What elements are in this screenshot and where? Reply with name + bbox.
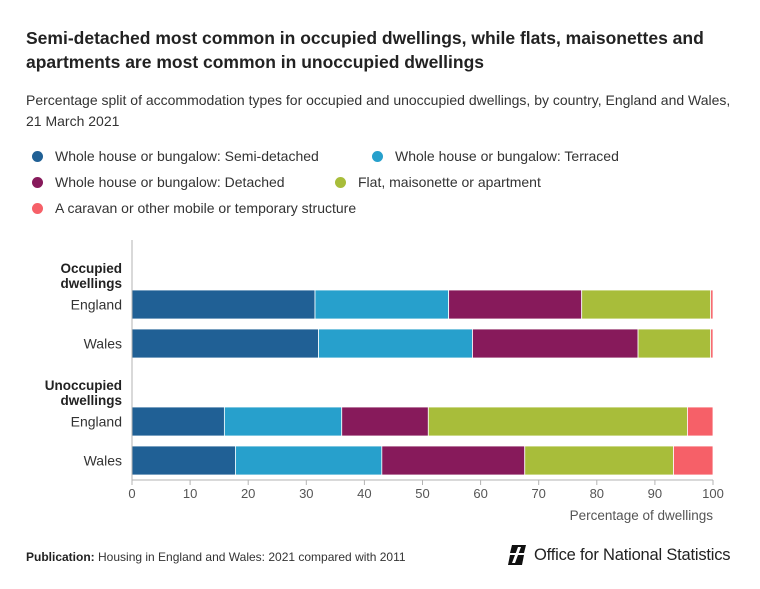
footer-publication: Publication: Housing in England and Wale… [26, 550, 406, 564]
bar-segment[interactable]: Flat, maisonette or apartment: 12.5 [637, 328, 712, 359]
bar-segment[interactable]: Flat, maisonette or apartment: 22.2 [581, 289, 712, 320]
group-label-1: Unoccupied dwellings [45, 378, 122, 408]
category-label: England [71, 297, 122, 313]
ons-logo[interactable]: Office for National Statistics [508, 544, 731, 566]
category-label: Wales [84, 336, 122, 352]
chart-title: Semi-detached most common in occupied dw… [26, 28, 704, 72]
bar-segment[interactable]: Flat, maisonette or apartment: 44.6 [427, 406, 688, 437]
bar-segment[interactable]: Whole house or bungalow: Semi-detached: … [131, 328, 319, 359]
bar-segment[interactable]: Whole house or bungalow: Terraced: 25.2 [235, 445, 383, 476]
ons-logo-text: Office for National Statistics [534, 545, 731, 564]
publication-label: Publication: [26, 550, 95, 564]
bar-segment[interactable]: Whole house or bungalow: Terraced: 23 [314, 289, 450, 320]
bar-segment[interactable]: Whole house or bungalow: Semi-detached: … [131, 289, 316, 320]
group-label-0: Occupied dwellings [60, 261, 122, 291]
bar-segment[interactable]: Whole house or bungalow: Detached: 28.5 [472, 328, 639, 359]
x-tick-label: 20 [241, 486, 255, 501]
legend-label-detached: Whole house or bungalow: Detached [55, 174, 285, 190]
x-tick-label: 70 [531, 486, 545, 501]
legend-item-terraced: Whole house or bungalow: Terraced [372, 148, 619, 164]
bar-segment[interactable]: Flat, maisonette or apartment: 25.6 [524, 445, 674, 476]
bar-segment[interactable]: Whole house or bungalow: Terraced: 20.2 [223, 406, 343, 437]
ons-logo-icon [508, 545, 526, 565]
legend-swatch-detached [32, 176, 43, 188]
legend-label-flat: Flat, maisonette or apartment [358, 174, 541, 190]
x-tick-label: 100 [702, 486, 724, 501]
publication-text[interactable]: Housing in England and Wales: 2021 compa… [98, 550, 406, 564]
bar-segment[interactable]: Whole house or bungalow: Detached: 24.6 [381, 445, 526, 476]
x-tick-label: 10 [183, 486, 197, 501]
x-tick-label: 80 [590, 486, 604, 501]
bar-segment[interactable]: A caravan or other mobile or temporary s… [687, 406, 714, 437]
legend-item-semi-detached: Whole house or bungalow: Semi-detached [32, 148, 319, 164]
category-label: Wales [84, 453, 122, 469]
x-tick-label: 40 [357, 486, 371, 501]
legend-item-detached: Whole house or bungalow: Detached [32, 174, 285, 190]
bar-segment[interactable]: A caravan or other mobile or temporary s… [710, 289, 714, 320]
category-label: England [71, 414, 122, 430]
x-tick-label: 50 [415, 486, 429, 501]
legend-swatch-flat [335, 176, 346, 188]
x-tick-label: 0 [128, 486, 135, 501]
x-tick-label: 30 [299, 486, 313, 501]
x-tick-label: 60 [473, 486, 487, 501]
bar-segment[interactable]: A caravan or other mobile or temporary s… [710, 328, 714, 359]
legend-item-flat: Flat, maisonette or apartment [335, 174, 541, 190]
bar-segment[interactable]: A caravan or other mobile or temporary s… [673, 445, 714, 476]
x-axis-label: Percentage of dwellings [570, 508, 714, 523]
stacked-bar-chart: Occupied dwellings Unoccupied dwellings Engl… [45, 240, 724, 523]
legend-label-semi-detached: Whole house or bungalow: Semi-detached [55, 148, 319, 164]
legend-label-caravan: A caravan or other mobile or temporary s… [55, 200, 357, 216]
x-tick-label: 90 [648, 486, 662, 501]
legend-label-terraced: Whole house or bungalow: Terraced [395, 148, 619, 164]
chart-subtitle: Percentage split of accommodation types … [26, 92, 731, 129]
bar-segment[interactable]: Whole house or bungalow: Semi-detached: … [131, 406, 225, 437]
legend-swatch-terraced [372, 150, 383, 162]
legend-swatch-caravan [32, 202, 43, 214]
bar-segment[interactable]: Whole house or bungalow: Terraced: 26.5 [318, 328, 473, 359]
legend-swatch-semi-detached [32, 150, 43, 162]
bar-segment[interactable]: Whole house or bungalow: Detached: 14.9 [341, 406, 429, 437]
legend-item-caravan: A caravan or other mobile or temporary s… [32, 200, 356, 216]
bar-segment[interactable]: Whole house or bungalow: Detached: 22.9 [448, 289, 583, 320]
bar-segment[interactable]: Whole house or bungalow: Semi-detached: … [131, 445, 236, 476]
